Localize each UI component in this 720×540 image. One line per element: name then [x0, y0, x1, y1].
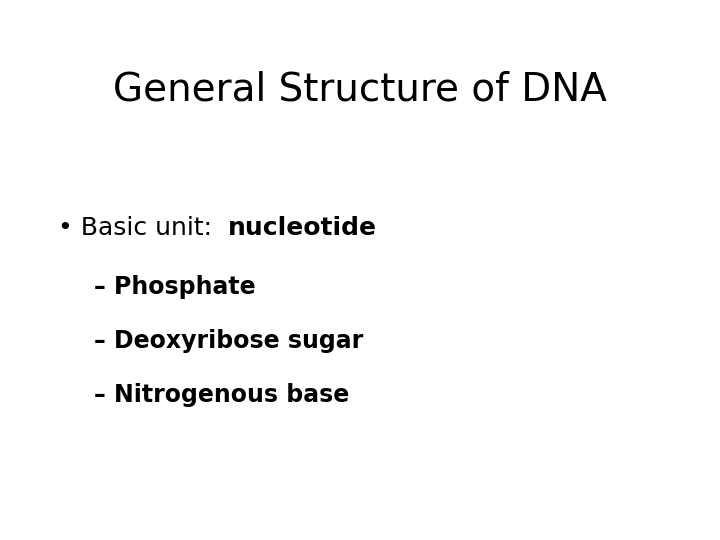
- Text: General Structure of DNA: General Structure of DNA: [113, 70, 607, 108]
- Text: • Basic unit:: • Basic unit:: [58, 216, 228, 240]
- Text: nucleotide: nucleotide: [228, 216, 377, 240]
- Text: – Nitrogenous base: – Nitrogenous base: [94, 383, 349, 407]
- Text: – Deoxyribose sugar: – Deoxyribose sugar: [94, 329, 363, 353]
- Text: – Phosphate: – Phosphate: [94, 275, 255, 299]
